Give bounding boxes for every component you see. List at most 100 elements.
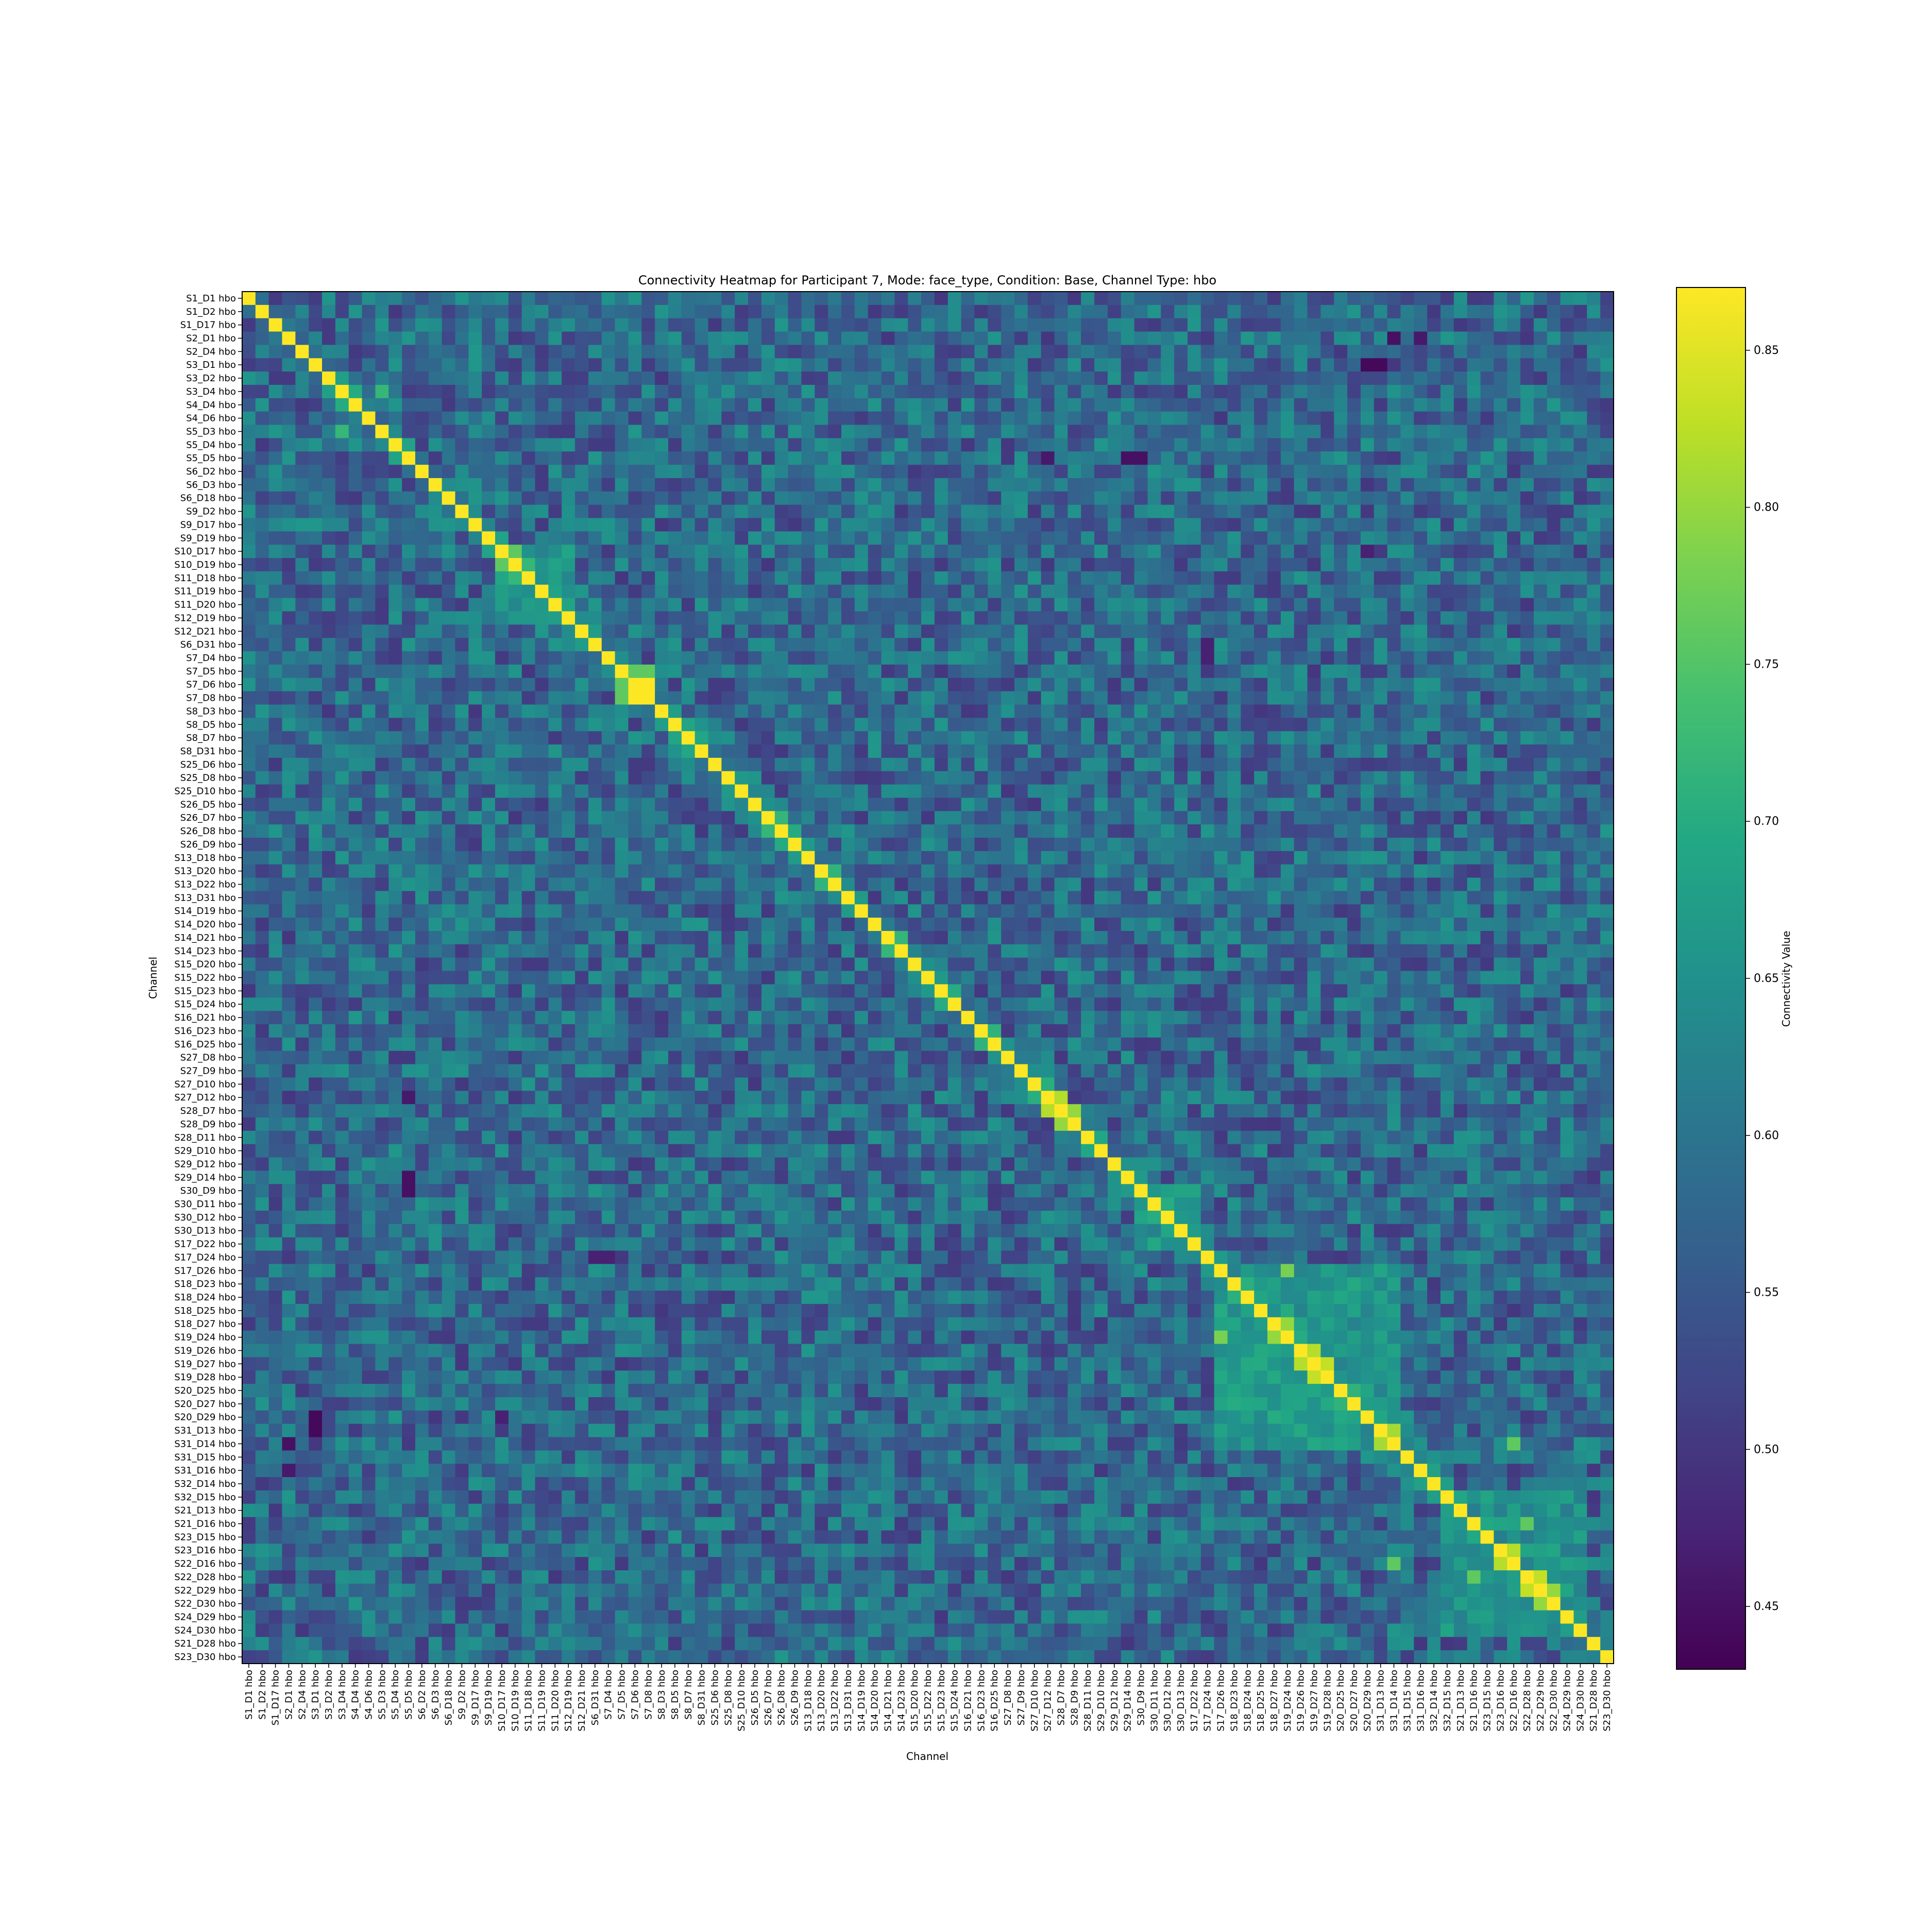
heatmap-cell [828, 411, 842, 426]
heatmap-cell [735, 877, 749, 892]
heatmap-cell [1520, 571, 1534, 585]
heatmap-cell [1587, 811, 1601, 825]
heatmap-cell [588, 358, 602, 372]
heatmap-cell [402, 438, 416, 452]
heatmap-cell [1414, 838, 1428, 852]
heatmap-cell [735, 691, 749, 705]
heatmap-cell [1001, 304, 1015, 319]
heatmap-cell [1081, 598, 1095, 612]
heatmap-cell [1414, 731, 1428, 745]
heatmap-cell [1573, 598, 1587, 612]
heatmap-cell [681, 704, 696, 718]
heatmap-cell [1494, 345, 1507, 359]
heatmap-cell [1320, 318, 1334, 332]
heatmap-cell [548, 465, 562, 479]
heatmap-cell [1334, 304, 1348, 319]
heatmap-cell [908, 771, 922, 785]
heatmap-cell [854, 731, 869, 745]
heatmap-cell [681, 891, 696, 905]
heatmap-cell [854, 465, 869, 479]
heatmap-cell [402, 358, 416, 372]
heatmap-cell [668, 358, 682, 372]
heatmap-cell [947, 571, 962, 585]
heatmap-cell [1187, 518, 1201, 532]
heatmap-cell [255, 744, 269, 758]
heatmap-cell [1107, 811, 1122, 825]
heatmap-cell [1081, 371, 1095, 385]
heatmap-cell [1387, 918, 1401, 931]
heatmap-cell [1360, 411, 1375, 426]
heatmap-cell [1307, 545, 1321, 558]
heatmap-cell [615, 518, 629, 532]
heatmap-cell [961, 877, 975, 892]
heatmap-cell [815, 531, 828, 545]
heatmap-cell [761, 451, 775, 465]
heatmap-cell [1600, 518, 1614, 532]
heatmap-cell [601, 292, 616, 306]
heatmap-cell [1094, 318, 1108, 332]
heatmap-cell [1533, 318, 1548, 332]
heatmap-cell [548, 611, 562, 625]
heatmap-cell [1374, 704, 1388, 718]
heatmap-cell [1427, 798, 1441, 811]
heatmap-cell [628, 558, 642, 572]
heatmap-cell [495, 465, 509, 479]
heatmap-cell [588, 877, 602, 892]
heatmap-cell [868, 384, 882, 399]
heatmap-cell [521, 491, 536, 505]
heatmap-cell [1267, 518, 1281, 532]
heatmap-cell [934, 491, 948, 505]
heatmap-cell [1600, 664, 1614, 679]
heatmap-cell [774, 904, 789, 918]
heatmap-cell [1227, 798, 1241, 811]
heatmap-cell [1600, 411, 1614, 426]
heatmap-cell [1334, 491, 1348, 505]
heatmap-cell [1547, 425, 1561, 438]
heatmap-cell [335, 931, 349, 945]
heatmap-cell [1320, 304, 1334, 319]
heatmap-cell [694, 358, 709, 372]
heatmap-cell [1081, 384, 1095, 399]
heatmap-cell [1400, 304, 1414, 319]
heatmap-cell [1560, 558, 1574, 572]
heatmap-cell [988, 465, 1002, 479]
heatmap-cell [841, 824, 855, 838]
heatmap-cell [1547, 664, 1561, 679]
heatmap-cell [1054, 731, 1068, 745]
heatmap-cell [1254, 718, 1268, 732]
heatmap-cell [1453, 304, 1468, 319]
heatmap-cell [535, 304, 549, 319]
heatmap-cell [1054, 318, 1068, 332]
heatmap-cell [641, 558, 655, 572]
heatmap-cell [1573, 864, 1587, 878]
heatmap-cell [1174, 598, 1188, 612]
heatmap-cell [508, 651, 522, 665]
heatmap-cell [655, 651, 669, 665]
heatmap-cell [1307, 411, 1321, 426]
heatmap-cell [482, 718, 496, 732]
heatmap-cell [961, 918, 975, 931]
heatmap-cell [694, 398, 709, 412]
heatmap-cell [1440, 611, 1454, 625]
heatmap-cell [1254, 584, 1268, 599]
heatmap-cell [1161, 531, 1175, 545]
heatmap-cell [1414, 904, 1428, 918]
heatmap-cell [1187, 624, 1201, 638]
heatmap-cell [548, 571, 562, 585]
heatmap-cell [934, 292, 948, 306]
heatmap-cell [641, 438, 655, 452]
heatmap-cell [1587, 877, 1601, 892]
heatmap-cell [854, 545, 869, 558]
heatmap-cell [1187, 891, 1201, 905]
heatmap-cell [1174, 451, 1188, 465]
heatmap-cell [1041, 331, 1055, 346]
heatmap-cell [1440, 398, 1454, 412]
heatmap-cell [1520, 438, 1534, 452]
heatmap-cell [1587, 398, 1601, 412]
heatmap-cell [1067, 638, 1081, 652]
heatmap-cell [1027, 318, 1042, 332]
heatmap-cell [841, 931, 855, 945]
heatmap-cell [1027, 358, 1042, 372]
heatmap-cell [1507, 704, 1521, 718]
